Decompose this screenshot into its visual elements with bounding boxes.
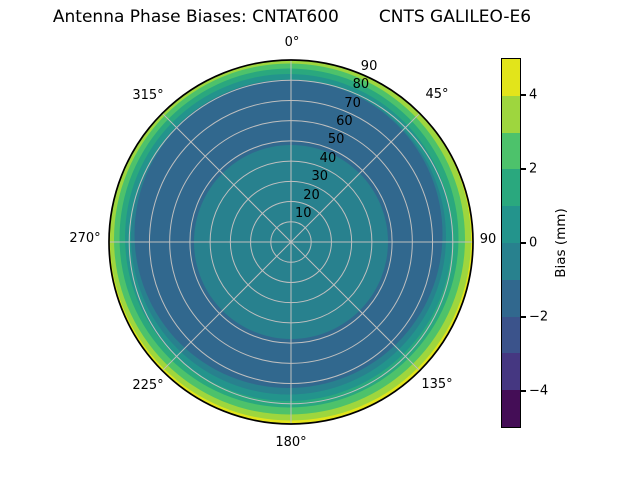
radial-tick-label: 20 xyxy=(303,187,320,203)
colorbar-segment xyxy=(502,242,520,280)
radial-tick-label: 80 xyxy=(352,77,370,93)
colorbar-segment xyxy=(502,316,520,354)
colorbar-axis-label: Bias (mm) xyxy=(553,208,569,278)
chart-title: Antenna Phase Biases: CNTAT600 CNTS GALI… xyxy=(0,7,612,27)
radial-tick-label: 30 xyxy=(311,169,329,185)
colorbar-tick-label: 4 xyxy=(529,87,538,103)
colorbar xyxy=(501,58,521,428)
colorbar-segment xyxy=(502,353,520,391)
angle-tick-label: 0° xyxy=(284,35,300,50)
radial-tick-label: 70 xyxy=(344,95,361,111)
colorbar-tick-label: 0 xyxy=(529,235,538,251)
radial-tick-label: 10 xyxy=(295,206,312,222)
colorbar-tick xyxy=(521,168,526,170)
chart-title-right: CNTS GALILEO-E6 xyxy=(378,7,532,27)
radial-tick-label: 40 xyxy=(319,150,337,166)
colorbar-tick-label: −2 xyxy=(529,309,549,325)
chart-title-left: Antenna Phase Biases: CNTAT600 xyxy=(52,7,339,27)
colorbar-segment xyxy=(502,169,520,207)
colorbar-segment xyxy=(502,390,520,427)
colorbar-tick xyxy=(521,94,526,96)
angle-tick-label: 270° xyxy=(69,231,101,246)
colorbar-tick-label: 2 xyxy=(529,161,538,177)
colorbar-tick xyxy=(521,390,526,392)
angle-tick-label: 180° xyxy=(275,435,307,450)
colorbar-tick xyxy=(521,242,526,244)
polar-grid xyxy=(109,60,473,424)
radial-tick-label: 60 xyxy=(336,114,353,130)
radial-tick-label: 50 xyxy=(327,132,345,148)
colorbar-segment xyxy=(502,59,520,96)
angle-tick-label: 90 xyxy=(479,232,497,247)
angle-tick-label: 135° xyxy=(421,377,453,392)
radial-tick-label: 90 xyxy=(360,58,378,74)
angle-tick-label: 315° xyxy=(132,88,164,103)
colorbar-segment xyxy=(502,206,520,243)
colorbar-segment xyxy=(502,279,520,317)
colorbar-segment xyxy=(502,95,520,133)
colorbar-tick xyxy=(521,316,526,318)
polar-spine xyxy=(108,59,474,425)
angle-tick-label: 45° xyxy=(425,87,449,102)
angle-tick-label: 225° xyxy=(132,378,164,393)
colorbar-segment xyxy=(502,132,520,170)
colorbar-tick-label: −4 xyxy=(529,383,549,399)
